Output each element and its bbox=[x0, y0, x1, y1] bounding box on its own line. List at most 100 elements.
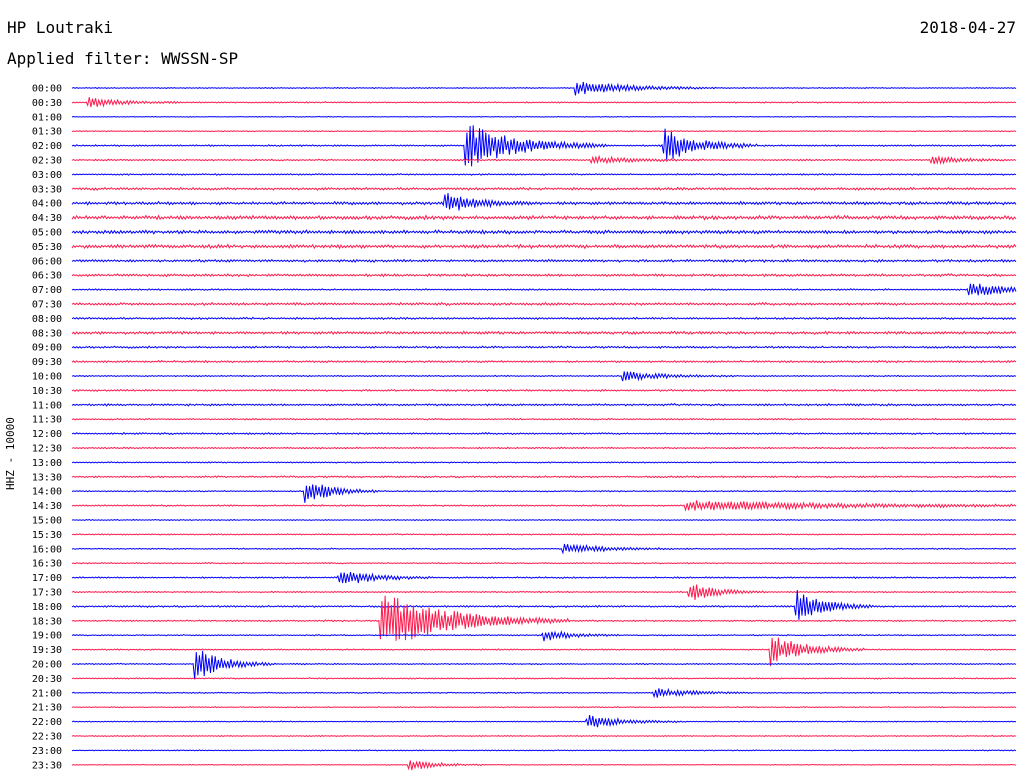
row-time-label: 09:00 bbox=[32, 343, 62, 354]
trace-row bbox=[71, 359, 1017, 364]
row-time-label: 12:00 bbox=[32, 429, 62, 440]
trace-row bbox=[71, 283, 1017, 296]
station-title: HP Loutraki bbox=[7, 18, 113, 37]
row-time-label: 07:30 bbox=[32, 300, 62, 311]
trace-row bbox=[71, 301, 1017, 307]
trace-row bbox=[71, 130, 1017, 133]
row-time-label: 20:30 bbox=[32, 674, 62, 685]
trace-row bbox=[71, 214, 1017, 221]
row-time-label: 17:00 bbox=[32, 573, 62, 584]
trace-row bbox=[71, 229, 1017, 235]
row-time-label: 04:30 bbox=[32, 213, 62, 224]
trace-row bbox=[71, 749, 1017, 752]
trace-row bbox=[71, 706, 1017, 709]
row-time-label: 13:00 bbox=[32, 458, 62, 469]
row-time-label: 08:00 bbox=[32, 314, 62, 325]
row-time-label: 18:30 bbox=[32, 616, 62, 627]
row-time-label: 08:30 bbox=[32, 328, 62, 339]
row-time-label: 11:30 bbox=[32, 415, 62, 426]
row-time-label: 13:30 bbox=[32, 472, 62, 483]
trace-row bbox=[71, 760, 1017, 771]
trace-row bbox=[71, 273, 1017, 278]
trace-row bbox=[71, 446, 1017, 450]
row-time-label: 14:30 bbox=[32, 501, 62, 512]
trace-row bbox=[71, 650, 1017, 680]
trace-row bbox=[71, 589, 1017, 620]
trace-row bbox=[71, 734, 1017, 738]
row-time-label: 03:00 bbox=[32, 170, 62, 181]
row-time-label: 18:00 bbox=[32, 602, 62, 613]
trace-row bbox=[71, 345, 1017, 350]
row-time-label: 22:30 bbox=[32, 732, 62, 743]
row-time-label: 15:00 bbox=[32, 516, 62, 527]
trace-row bbox=[71, 584, 1017, 600]
trace-row bbox=[71, 388, 1017, 393]
row-time-label: 14:00 bbox=[32, 487, 62, 498]
row-time-label: 00:00 bbox=[32, 84, 62, 95]
trace-row bbox=[71, 97, 1017, 108]
trace-row bbox=[71, 115, 1017, 118]
trace-row bbox=[71, 417, 1017, 421]
row-time-label: 06:30 bbox=[32, 271, 62, 282]
row-time-label: 19:00 bbox=[32, 631, 62, 642]
row-time-label: 23:30 bbox=[32, 760, 62, 771]
trace-row bbox=[71, 371, 1017, 382]
row-time-label: 15:30 bbox=[32, 530, 62, 541]
row-time-label: 22:00 bbox=[32, 717, 62, 728]
filter-label: Applied filter: WWSSN-SP bbox=[7, 49, 239, 68]
row-time-label: 03:30 bbox=[32, 184, 62, 195]
row-time-label: 05:00 bbox=[32, 228, 62, 239]
row-time-label: 10:30 bbox=[32, 386, 62, 397]
trace-row bbox=[71, 258, 1017, 264]
trace-row bbox=[71, 431, 1017, 436]
date-label: 2018-04-27 bbox=[919, 18, 1016, 37]
row-time-label: 00:30 bbox=[32, 98, 62, 109]
row-time-label: 02:00 bbox=[32, 141, 62, 152]
trace-row bbox=[71, 572, 1017, 584]
trace-row bbox=[71, 461, 1017, 464]
row-time-label: 17:30 bbox=[32, 588, 62, 599]
row-time-label: 09:30 bbox=[32, 357, 62, 368]
row-time-label: 01:30 bbox=[32, 127, 62, 138]
trace-row bbox=[71, 500, 1017, 512]
trace-row bbox=[71, 677, 1017, 680]
trace-row bbox=[71, 125, 1017, 167]
trace-row bbox=[71, 154, 1017, 165]
row-time-label: 19:30 bbox=[32, 645, 62, 656]
row-time-label: 16:30 bbox=[32, 559, 62, 570]
trace-row bbox=[71, 402, 1017, 407]
trace-row bbox=[71, 484, 1017, 503]
trace-row bbox=[71, 475, 1017, 479]
row-time-label: 12:30 bbox=[32, 444, 62, 455]
trace-row bbox=[71, 715, 1017, 728]
trace-row bbox=[71, 316, 1017, 321]
row-time-label: 04:00 bbox=[32, 199, 62, 210]
trace-row bbox=[71, 243, 1017, 250]
row-time-label: 01:00 bbox=[32, 112, 62, 123]
trace-row bbox=[71, 595, 1017, 641]
row-time-label: 07:00 bbox=[32, 285, 62, 296]
trace-row bbox=[71, 518, 1017, 522]
row-time-label: 23:00 bbox=[32, 746, 62, 757]
trace-row bbox=[71, 533, 1017, 536]
trace-row bbox=[71, 186, 1017, 192]
row-time-label: 11:00 bbox=[32, 400, 62, 411]
trace-row bbox=[71, 543, 1017, 555]
trace-row bbox=[71, 330, 1017, 336]
row-time-label: 02:30 bbox=[32, 156, 62, 167]
trace-row bbox=[71, 172, 1017, 176]
row-time-label: 10:00 bbox=[32, 372, 62, 383]
trace-row bbox=[71, 637, 1017, 667]
trace-row bbox=[71, 687, 1017, 699]
trace-row bbox=[71, 81, 1017, 96]
row-time-label: 05:30 bbox=[32, 242, 62, 253]
trace-row bbox=[71, 561, 1017, 565]
row-time-label: 21:00 bbox=[32, 688, 62, 699]
row-time-label: 20:00 bbox=[32, 660, 62, 671]
row-time-label: 21:30 bbox=[32, 703, 62, 714]
row-time-label: 16:00 bbox=[32, 544, 62, 555]
row-time-label: 06:00 bbox=[32, 256, 62, 267]
trace-row bbox=[71, 630, 1017, 642]
trace-row bbox=[71, 193, 1017, 211]
